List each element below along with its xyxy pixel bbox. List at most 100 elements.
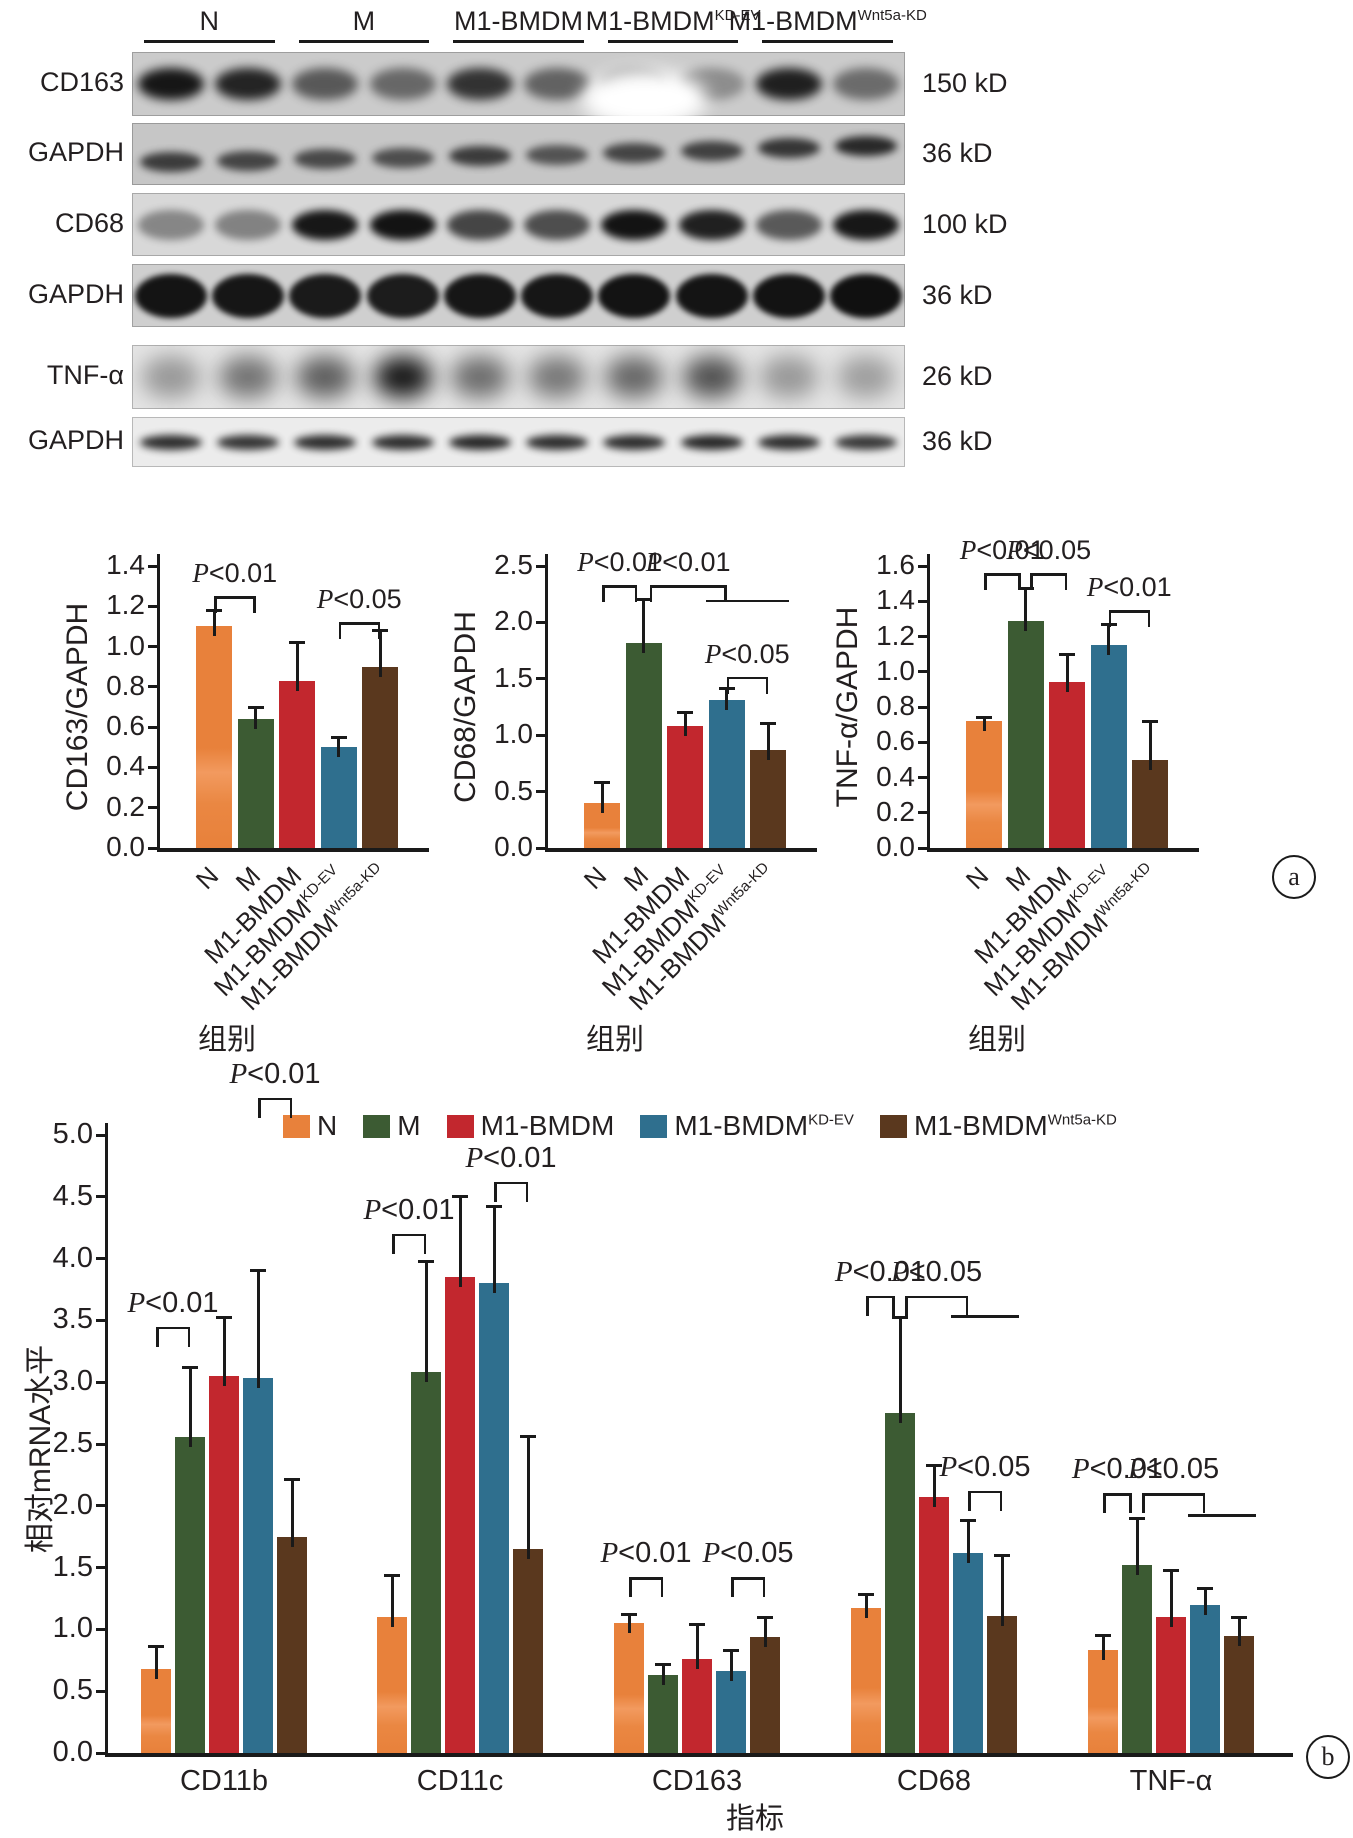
blot-band: [294, 434, 357, 450]
error-bar-cap: [330, 735, 347, 739]
bracket-leg: [602, 585, 605, 603]
y-tick: [96, 1751, 105, 1755]
y-axis-label: CD68/GAPDH: [449, 611, 482, 803]
bracket-leg: [1142, 1493, 1145, 1514]
x-axis: [157, 848, 429, 852]
error-bar: [1101, 1635, 1105, 1661]
p-value-label: P<0.05: [704, 638, 790, 669]
blot-band: [216, 151, 279, 171]
blot-strip-CD68: [132, 193, 905, 256]
error-bar: [1107, 624, 1110, 656]
error-bar: [766, 723, 770, 760]
western-blot-panel: N M M1-BMDM M1-BMDMKD-EV M1-BMDMWnt5a-KD CD16…: [0, 0, 1353, 470]
bracket: [392, 1233, 426, 1237]
error-bar: [337, 737, 340, 758]
blot-band: [758, 138, 821, 158]
bracket-underline: [705, 599, 789, 603]
lane-group-underline: [453, 40, 584, 43]
error-bar-cap: [216, 1316, 232, 1320]
error-bar-cap: [994, 1553, 1010, 1557]
y-tick-label: 0.4: [876, 760, 915, 792]
x-axis: [545, 848, 817, 852]
molecular-weight-label: 26 kD: [922, 361, 993, 391]
y-tick: [918, 846, 927, 850]
bracket-leg: [905, 1295, 908, 1316]
y-tick-label: 0.2: [876, 795, 915, 827]
bar-M-CD11b: [175, 1436, 205, 1753]
y-tick: [96, 1627, 105, 1631]
bracket: [602, 585, 638, 588]
y-tick-label: 3.5: [52, 1303, 93, 1336]
error-bar-cap: [635, 598, 652, 602]
error-bar: [526, 1436, 530, 1560]
blot-band: [211, 273, 284, 318]
error-bar-cap: [289, 641, 305, 645]
legend-swatch: [879, 1114, 907, 1138]
bracket-leg: [525, 1181, 528, 1202]
bar-M1-BMDM-Wnt5a-KD: [750, 749, 786, 848]
y-tick-label: 0.6: [106, 710, 145, 742]
blot-band: [528, 356, 587, 398]
bracket: [866, 1295, 895, 1299]
blot-band: [289, 273, 362, 318]
y-tick-label: 1.2: [876, 619, 915, 651]
error-bar-cap: [1129, 1516, 1145, 1520]
error-bar: [256, 1270, 260, 1389]
y-axis: [157, 554, 160, 851]
bracket-leg: [1108, 610, 1111, 628]
blot-band: [760, 356, 819, 398]
legend-label: M1-BMDMWnt5a-KD: [913, 1110, 1117, 1141]
bracket-leg: [1030, 573, 1033, 591]
x-axis: [105, 1753, 1293, 1757]
legend-label: N: [317, 1110, 338, 1141]
y-tick: [148, 725, 157, 729]
blot-band: [214, 209, 281, 240]
y-tick-label: 5.0: [52, 1118, 93, 1150]
y-tick: [96, 1689, 105, 1693]
p-value-label: P<0.05: [890, 1255, 983, 1288]
blot-band: [753, 273, 826, 318]
bracket-leg: [392, 1233, 395, 1254]
p-value-label: P<0.01: [229, 1057, 321, 1090]
p-value-label: P<0.05: [1006, 535, 1092, 566]
error-bar-cap: [148, 1645, 164, 1649]
blot-band: [373, 356, 432, 398]
error-bar-cap: [757, 1615, 773, 1619]
y-tick-label: 0.0: [106, 831, 145, 862]
blot-band: [446, 209, 513, 240]
bracket: [1030, 573, 1067, 576]
blot-band: [526, 434, 589, 450]
blot-band: [216, 434, 279, 450]
y-tick: [148, 685, 157, 689]
y-tick: [536, 620, 545, 624]
bar-M-TNF-α: [1122, 1565, 1152, 1753]
bracket-leg: [634, 585, 638, 603]
y-tick-label: 1.4: [876, 584, 915, 616]
error-bar: [729, 1650, 733, 1682]
y-tick-label: 1.5: [494, 661, 533, 693]
error-bar: [932, 1465, 936, 1508]
y-tick-label: 1.0: [52, 1612, 93, 1645]
y-tick: [918, 740, 927, 744]
bracket-leg: [1103, 1493, 1106, 1514]
legend-item: M1-BMDMWnt5a-KD: [879, 1110, 1117, 1142]
error-bar: [1237, 1617, 1241, 1646]
p-value-label: P<0.01: [645, 547, 731, 578]
blot-row-label: GAPDH: [27, 137, 124, 167]
error-bar: [492, 1206, 496, 1294]
blot-band: [443, 273, 516, 318]
blot-row-label: GAPDH: [27, 278, 124, 309]
bracket: [629, 1577, 663, 1580]
bar-M1-BMDM^KD-EV-TNF-α: [1190, 1604, 1220, 1753]
error-bar-cap: [418, 1259, 434, 1263]
x-axis-title: 指标: [725, 1803, 784, 1835]
error-bar-cap: [926, 1463, 942, 1467]
error-bar-cap: [182, 1365, 198, 1369]
blot-band: [139, 434, 202, 450]
blot-band: [448, 434, 511, 450]
bar-M1-BMDM: [1049, 682, 1085, 848]
error-bar: [212, 610, 216, 637]
y-tick: [96, 1442, 105, 1446]
error-bar: [424, 1261, 428, 1383]
